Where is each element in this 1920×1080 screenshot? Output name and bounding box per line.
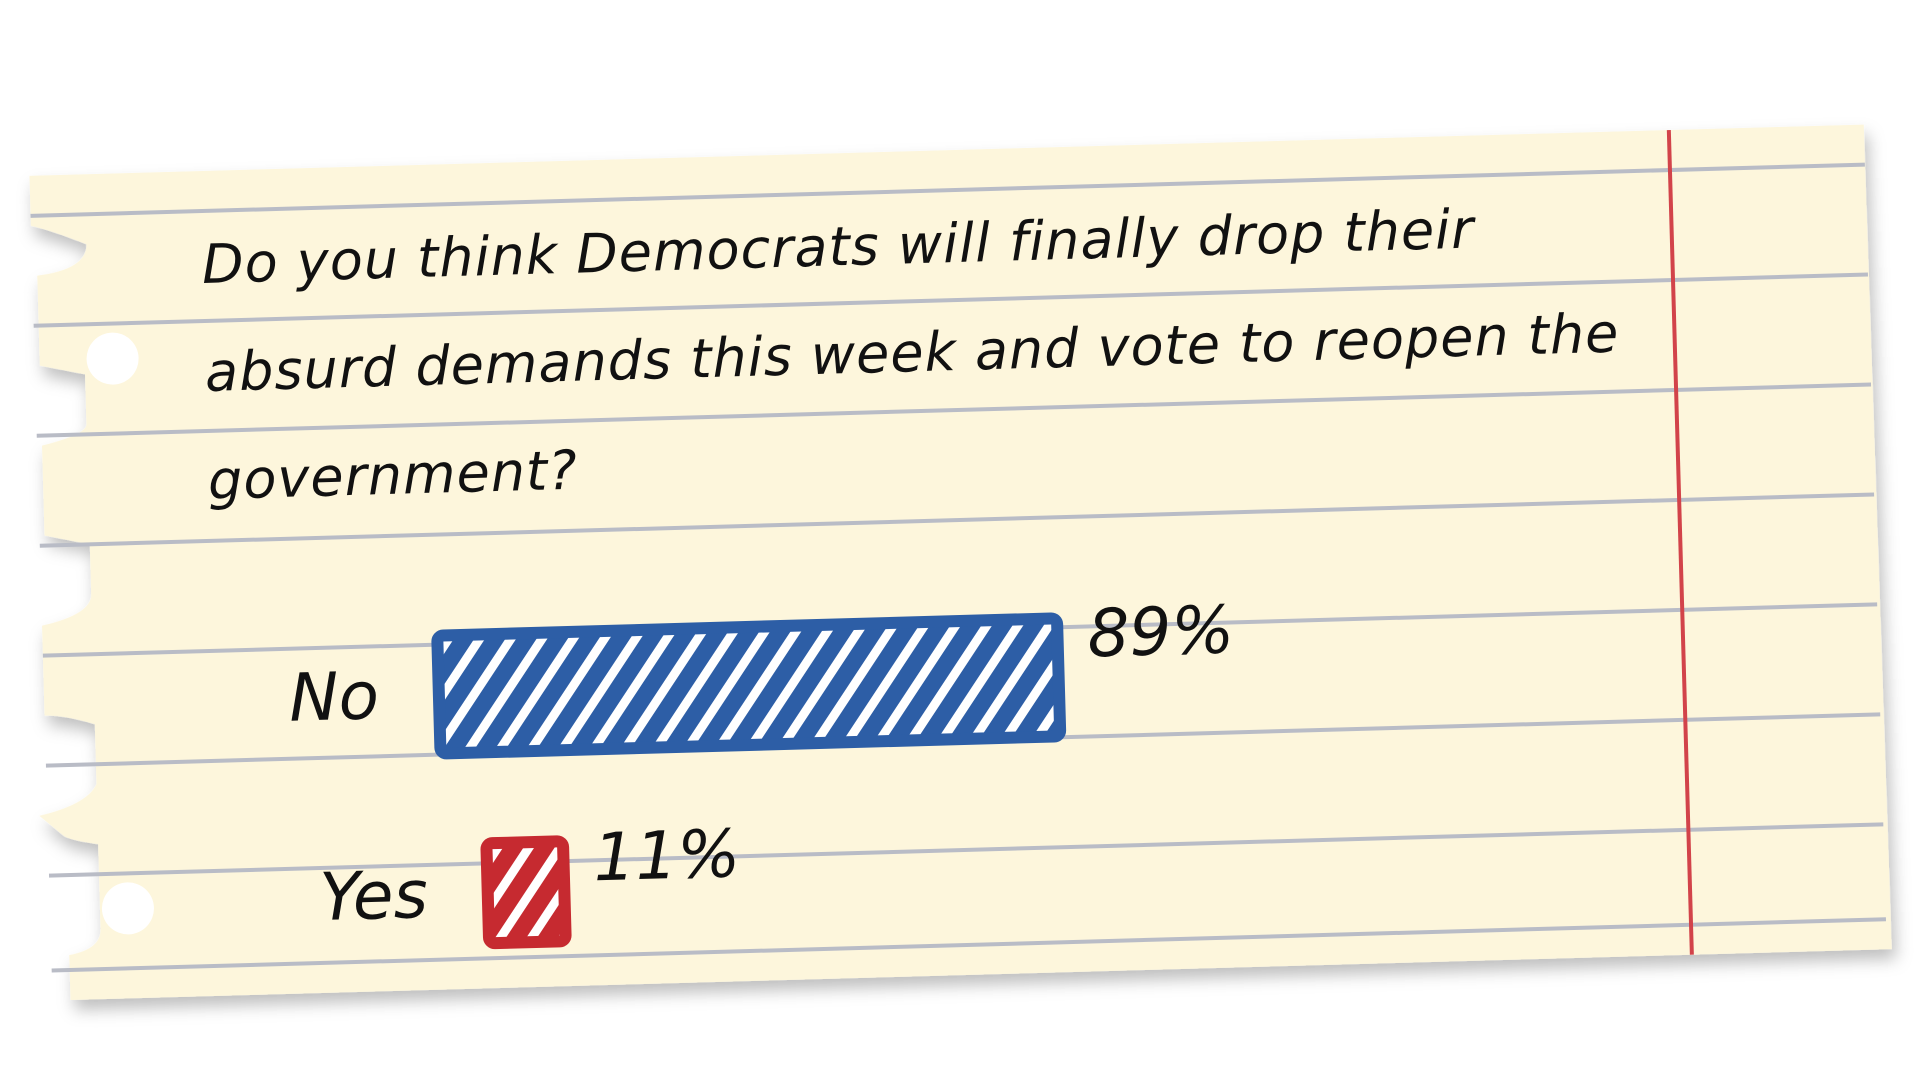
rule-line bbox=[51, 917, 1887, 973]
rule-line bbox=[33, 272, 1868, 328]
value-label: 89% bbox=[1086, 591, 1235, 672]
rule-line bbox=[36, 382, 1872, 438]
category-label: No bbox=[288, 657, 380, 736]
paper-sheet bbox=[29, 124, 1892, 1001]
value-label: 11% bbox=[592, 815, 741, 896]
margin-line bbox=[1666, 129, 1694, 955]
bar bbox=[431, 612, 1067, 760]
category-label: Yes bbox=[319, 856, 429, 936]
plot-area: No 89% Yes 11% bbox=[288, 591, 1235, 950]
chart-title: Do you think Democrats will finally drop… bbox=[201, 197, 1621, 512]
punch-hole bbox=[86, 332, 139, 385]
bar bbox=[480, 835, 572, 950]
punch-hole bbox=[101, 882, 154, 935]
notebook-paper: Do you think Democrats will finally drop… bbox=[29, 124, 1892, 1001]
rule-line bbox=[48, 822, 1884, 878]
title-wrap: Do you think Democrats will finally drop… bbox=[201, 197, 1621, 512]
rule-line bbox=[30, 162, 1865, 218]
rule-line bbox=[39, 492, 1875, 548]
